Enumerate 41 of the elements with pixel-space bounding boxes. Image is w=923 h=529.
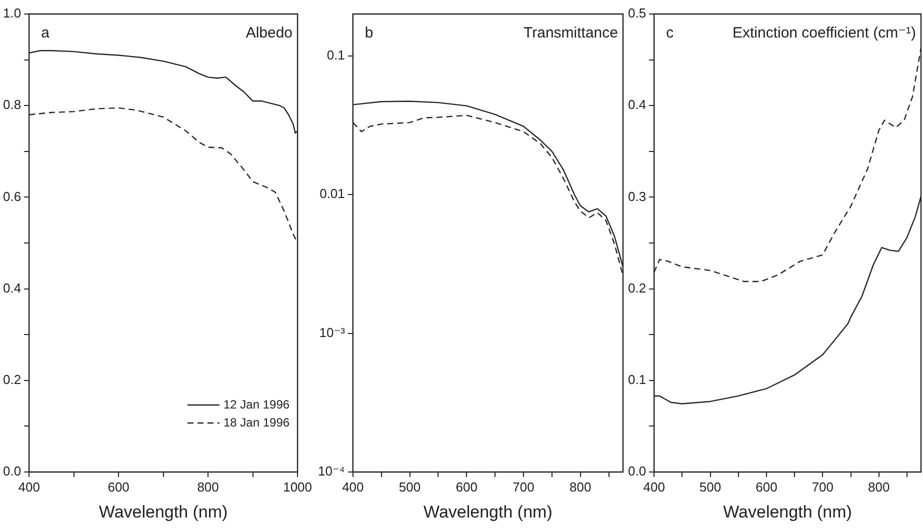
x-tick-label: 700: [512, 479, 534, 494]
y-tick-label: 0.0: [628, 464, 646, 479]
y-tick-label: 0.8: [2, 97, 22, 112]
y-tick-label: 0.3: [628, 188, 646, 204]
y-tick-label: 0.0: [2, 464, 22, 479]
x-axis-title: Wavelength (nm): [424, 502, 552, 522]
text: Extinction coefficient (cm⁻¹): [732, 24, 916, 42]
x-tick-label: 800: [570, 479, 592, 494]
x-tick-label: 1000: [283, 479, 312, 494]
y-tick-label: 10⁻³: [319, 324, 346, 340]
text: Transmittance: [524, 24, 618, 42]
y-tick-label: 0.4: [2, 280, 22, 296]
annotation: b: [364, 24, 374, 42]
y-tick-label: 0.5: [628, 6, 646, 21]
x-axis-title: Wavelength (nm): [98, 502, 228, 522]
y-tick-label: 0.2: [628, 280, 646, 296]
annotation: c: [666, 24, 674, 42]
x-tick-label: 600: [108, 479, 130, 494]
x-tick-label: 700: [812, 479, 834, 494]
x-tick-label: 500: [699, 479, 722, 494]
x-tick-label: 600: [756, 479, 778, 494]
y-tick-label: 10⁻⁴: [318, 464, 345, 479]
text: Albedo: [246, 24, 293, 42]
x-tick-label: 600: [456, 479, 478, 494]
y-tick-label: 0.2: [2, 372, 22, 387]
y-tick-label: 0.1: [326, 47, 345, 62]
y-tick-label: 1.0: [2, 6, 22, 21]
x-tick-label: 500: [398, 479, 421, 494]
x-tick-label: 800: [868, 479, 890, 494]
x-tick-label: 400: [643, 479, 665, 494]
annotation: a: [41, 24, 50, 42]
y-tick-label: 0.01: [320, 186, 345, 202]
legend-label: 12 Jan 1996: [223, 397, 290, 412]
x-tick-label: 800: [197, 479, 219, 494]
y-tick-label: 0.6: [2, 188, 22, 204]
x-tick-label: 400: [342, 479, 364, 494]
x-axis-title: Wavelength (nm): [723, 502, 852, 522]
legend-label: 18 Jan 1996: [223, 415, 290, 430]
y-tick-label: 0.1: [628, 372, 646, 387]
y-tick-label: 0.4: [628, 97, 646, 112]
x-tick-label: 400: [18, 479, 40, 494]
